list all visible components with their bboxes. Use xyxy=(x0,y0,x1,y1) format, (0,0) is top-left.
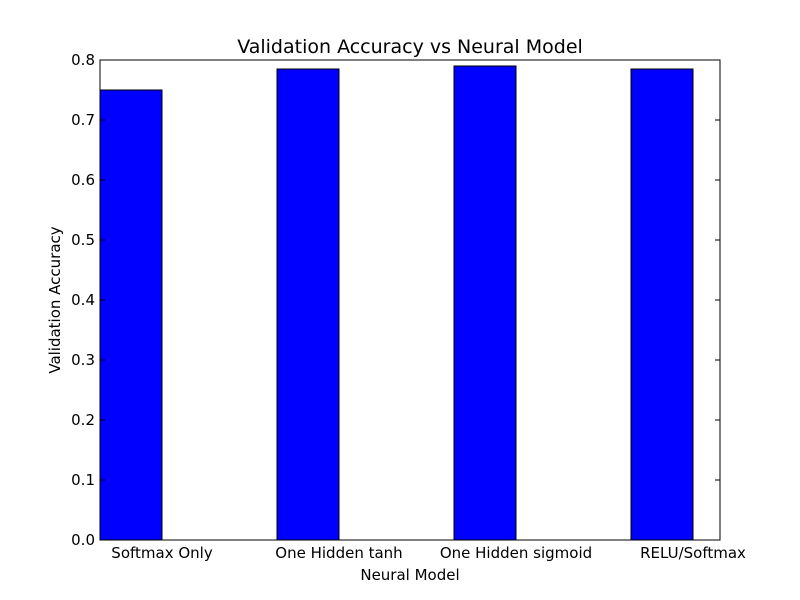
y-tick-label-3: 0.3 xyxy=(71,351,95,369)
bars-layer xyxy=(99,65,694,541)
x-tick-label-3: RELU/Softmax xyxy=(640,544,746,562)
chart-title: Validation Accuracy vs Neural Model xyxy=(237,36,583,58)
plot-frame xyxy=(99,59,721,541)
x-axis-label: Neural Model xyxy=(360,566,459,584)
y-axis-label: Validation Accuracy xyxy=(46,226,64,373)
bar-1 xyxy=(276,68,340,541)
y-tick-label-2: 0.2 xyxy=(71,411,95,429)
y-tick-label-4: 0.4 xyxy=(71,291,95,309)
bar-2 xyxy=(453,65,517,541)
x-axis-ticks: Softmax Only One Hidden tanh One Hidden si… xyxy=(111,535,746,562)
y-tick-label-8: 0.8 xyxy=(71,51,95,69)
y-tick-label-6: 0.6 xyxy=(71,171,95,189)
x-tick-label-2: One Hidden sigmoid xyxy=(440,544,592,562)
bar-3 xyxy=(630,68,694,541)
y-tick-label-5: 0.5 xyxy=(71,231,95,249)
x-tick-label-1: One Hidden tanh xyxy=(275,544,402,562)
bar-0 xyxy=(99,89,163,541)
y-tick-label-7: 0.7 xyxy=(71,111,95,129)
y-tick-label-1: 0.1 xyxy=(71,471,95,489)
x-tick-label-0: Softmax Only xyxy=(111,544,213,562)
y-tick-label-0: 0.0 xyxy=(71,531,95,549)
y-axis-ticks: 0.0 0.1 0.2 0.3 0.4 0.5 0.6 0.7 0.8 xyxy=(71,51,720,549)
